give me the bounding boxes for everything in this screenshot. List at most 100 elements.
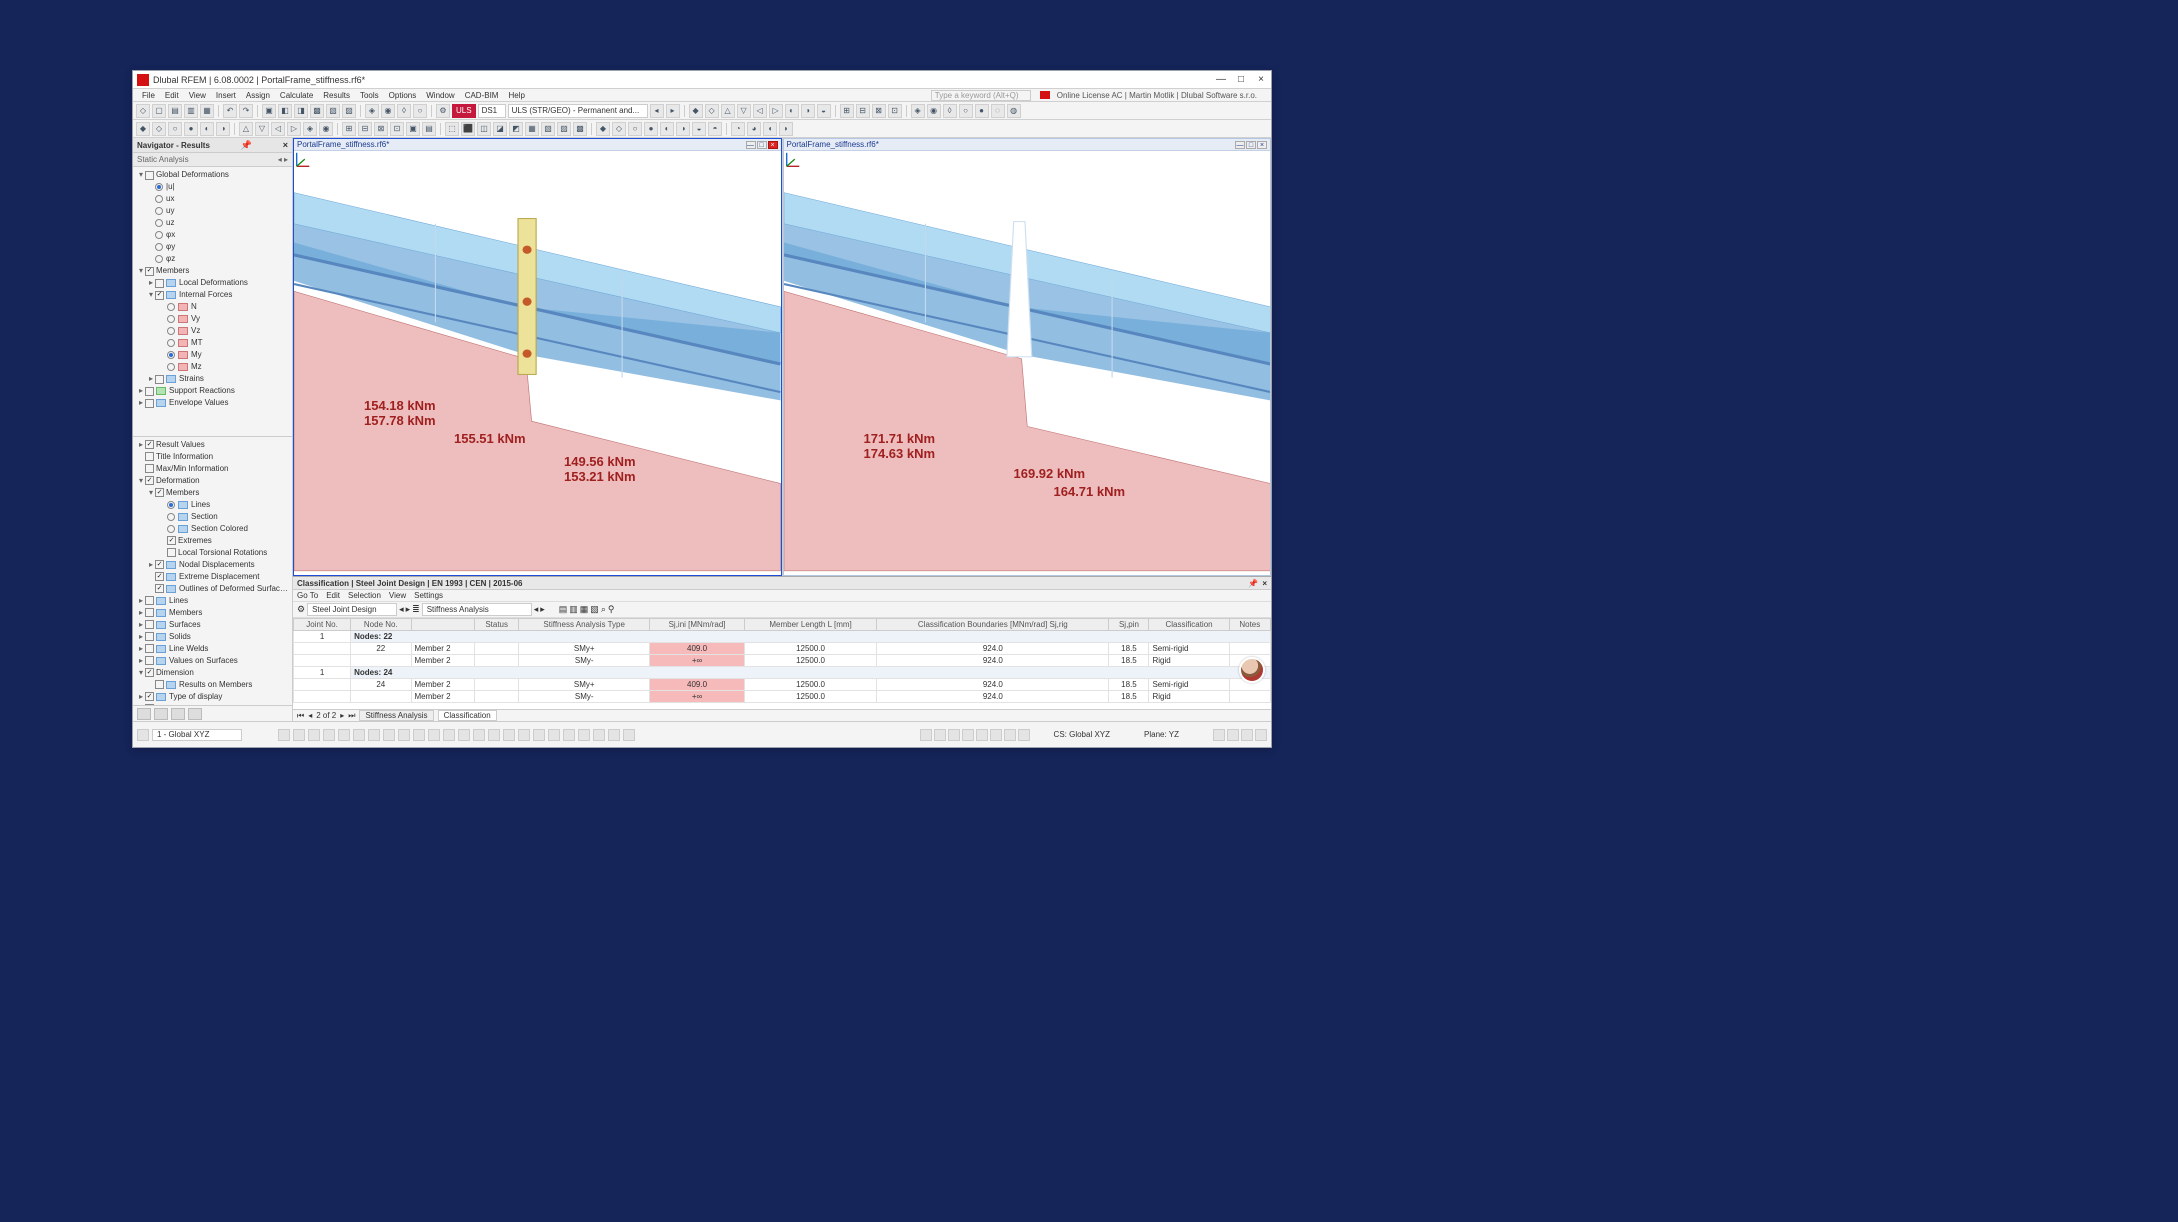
tb-b4[interactable]: ▩ (310, 104, 324, 118)
nav-tab-2[interactable] (154, 708, 168, 720)
tb-b6[interactable]: ▨ (342, 104, 356, 118)
tb-r1[interactable]: ◆ (689, 104, 703, 118)
canvas-left[interactable]: 154.18 kNm157.78 kNm155.51 kNm149.56 kNm… (294, 151, 781, 575)
tree-node[interactable]: Title Information (133, 451, 292, 463)
tb2-14[interactable]: ⊟ (358, 122, 372, 136)
navigator-pin-icon[interactable]: 📌 (241, 140, 252, 151)
class-last[interactable]: ⏭ (348, 711, 355, 721)
tb2-31[interactable]: ● (644, 122, 658, 136)
tree-node[interactable]: Outlines of Deformed Surfaces (133, 583, 292, 595)
sb-r10[interactable] (1227, 729, 1239, 741)
class-tb-b[interactable]: ▥ (569, 604, 578, 615)
maximize-button[interactable]: □ (1235, 74, 1247, 86)
sb-r3[interactable] (948, 729, 960, 741)
tree-node[interactable]: ▾Global Deformations (133, 169, 292, 181)
tb-b10[interactable]: ○ (413, 104, 427, 118)
tb2-5[interactable]: ◐ (200, 122, 214, 136)
tb2-19[interactable]: ⬚ (445, 122, 459, 136)
tree-node[interactable]: Extremes (133, 535, 292, 547)
tree-node[interactable]: ▸Result Values (133, 439, 292, 451)
menu-insert[interactable]: Insert (211, 91, 241, 100)
class-tab-stiffness[interactable]: Stiffness Analysis (359, 710, 433, 721)
tb-r11[interactable]: ⊟ (856, 104, 870, 118)
sb-b22[interactable] (593, 729, 605, 741)
tb2-39[interactable]: ◗ (779, 122, 793, 136)
nav-tab-3[interactable] (171, 708, 185, 720)
tree-node[interactable]: ▸Solids (133, 631, 292, 643)
tb2-36[interactable]: ◔ (731, 122, 745, 136)
tree-node[interactable]: Mz (133, 361, 292, 373)
tree-node[interactable]: Extreme Displacement (133, 571, 292, 583)
tb2-25[interactable]: ▧ (541, 122, 555, 136)
sb-r4[interactable] (962, 729, 974, 741)
navigator-filter[interactable]: Static Analysis ◂ ▸ (133, 153, 292, 167)
tb-calc[interactable]: ⚙ (436, 104, 450, 118)
class-menu-settings[interactable]: Settings (414, 591, 443, 600)
tb-r4[interactable]: ▽ (737, 104, 751, 118)
close-button[interactable]: × (1255, 74, 1267, 86)
tb2-28[interactable]: ◆ (596, 122, 610, 136)
tree-node[interactable]: Max/Min Information (133, 463, 292, 475)
sb-b6[interactable] (353, 729, 365, 741)
sb-b14[interactable] (473, 729, 485, 741)
tb2-24[interactable]: ▦ (525, 122, 539, 136)
tb2-13[interactable]: ⊞ (342, 122, 356, 136)
sb-b8[interactable] (383, 729, 395, 741)
vp-left-max[interactable]: □ (757, 141, 767, 149)
class-tb-next[interactable]: ▸ (406, 604, 411, 615)
tree-node[interactable]: ▾Members (133, 487, 292, 499)
tb2-15[interactable]: ⊠ (374, 122, 388, 136)
tb-r13[interactable]: ⊡ (888, 104, 902, 118)
sb-b19[interactable] (548, 729, 560, 741)
sb-b11[interactable] (428, 729, 440, 741)
tb2-2[interactable]: ◇ (152, 122, 166, 136)
sb-r9[interactable] (1213, 729, 1225, 741)
class-tb-sub-icon[interactable]: ≣ (412, 604, 420, 615)
tb-undo[interactable]: ↶ (223, 104, 237, 118)
view-combo[interactable]: 1 - Global XYZ (152, 729, 242, 741)
class-first[interactable]: ⏮ (297, 711, 304, 721)
tree-node[interactable]: ▾Deformation (133, 475, 292, 487)
results-tree-upper[interactable]: ▾Global Deformations|u|uxuyuzφxφyφz▾Memb… (133, 167, 292, 436)
tb2-9[interactable]: ◁ (271, 122, 285, 136)
tree-node[interactable]: N (133, 301, 292, 313)
tb2-18[interactable]: ▤ (422, 122, 436, 136)
tb-prev[interactable]: ◂ (650, 104, 664, 118)
tb-r2[interactable]: ◇ (705, 104, 719, 118)
tree-node[interactable]: Section (133, 511, 292, 523)
tree-node[interactable]: ▾Dimension (133, 667, 292, 679)
class-tab-classification[interactable]: Classification (438, 710, 497, 721)
tb2-32[interactable]: ◐ (660, 122, 674, 136)
sb-b7[interactable] (368, 729, 380, 741)
tb2-1[interactable]: ◆ (136, 122, 150, 136)
tb2-38[interactable]: ◖ (763, 122, 777, 136)
class-tb-a[interactable]: ▤ (559, 604, 568, 615)
tb2-12[interactable]: ◉ (319, 122, 333, 136)
nav-tab-1[interactable] (137, 708, 151, 720)
tb2-22[interactable]: ◪ (493, 122, 507, 136)
tree-node[interactable]: ▾Members (133, 265, 292, 277)
vp-right-min[interactable]: — (1235, 141, 1245, 149)
results-tree-lower[interactable]: ▸Result ValuesTitle InformationMax/Min I… (133, 436, 292, 706)
sb-b18[interactable] (533, 729, 545, 741)
tree-node[interactable]: φx (133, 229, 292, 241)
tree-node[interactable]: ux (133, 193, 292, 205)
vp-right-max[interactable]: □ (1246, 141, 1256, 149)
sb-r1[interactable] (920, 729, 932, 741)
tb2-27[interactable]: ▩ (573, 122, 587, 136)
tree-node[interactable]: ▸Nodal Displacements (133, 559, 292, 571)
tb-r20[interactable]: ◍ (1007, 104, 1021, 118)
tb-r12[interactable]: ⊠ (872, 104, 886, 118)
tb2-6[interactable]: ◑ (216, 122, 230, 136)
loadcase-combo[interactable]: ULS (STR/GEO) - Permanent and... (508, 104, 648, 118)
menu-file[interactable]: File (137, 91, 160, 100)
tree-node[interactable]: ▸Lines (133, 595, 292, 607)
tree-node[interactable]: ▸Members (133, 607, 292, 619)
vp-right-close[interactable]: × (1257, 141, 1267, 149)
class-menu-view[interactable]: View (389, 591, 406, 600)
tb2-7[interactable]: △ (239, 122, 253, 136)
sb-r8[interactable] (1018, 729, 1030, 741)
tree-node[interactable]: MT (133, 337, 292, 349)
user-avatar[interactable] (1239, 657, 1265, 683)
tree-node[interactable]: ▾Internal Forces (133, 289, 292, 301)
